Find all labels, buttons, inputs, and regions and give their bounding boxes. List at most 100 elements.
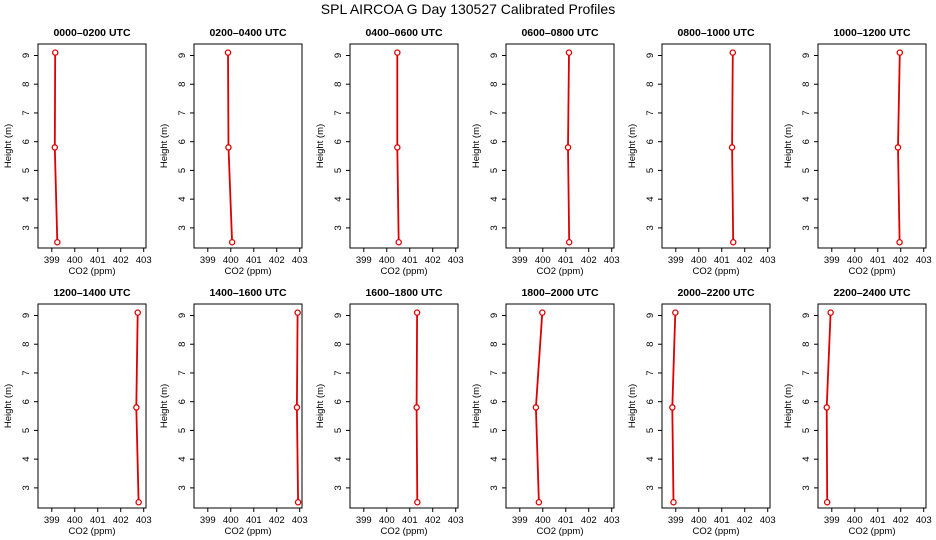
x-tick-label: 403: [448, 255, 464, 266]
y-tick-label: 8: [177, 82, 188, 87]
y-axis-label: Height (m): [3, 124, 14, 168]
x-tick-label: 402: [737, 515, 753, 526]
y-tick-label: 6: [333, 399, 344, 404]
x-tick-label: 403: [136, 255, 152, 266]
profile-point: [565, 49, 573, 56]
x-tick-label: 400: [535, 515, 551, 526]
y-tick-label: 8: [801, 342, 812, 347]
profile-point: [670, 499, 677, 506]
figure-title: SPL AIRCOA G Day 130527 Calibrated Profi…: [321, 1, 615, 17]
x-tick-label: 402: [269, 255, 285, 266]
profile-point: [51, 144, 59, 151]
x-tick-label: 401: [90, 515, 106, 526]
profile-point: [535, 499, 543, 506]
profile-panel: 1200–1400 UTC 399 400 401 402 403 3 4 5 6 7 8 9 CO2 (…: [3, 287, 152, 537]
y-tick-label: 6: [333, 139, 344, 144]
x-axis-label: CO2 (ppm): [69, 526, 116, 537]
plot-frame: [193, 43, 303, 249]
y-tick-label: 3: [801, 225, 812, 230]
profile-point: [413, 309, 421, 316]
y-tick-label: 5: [21, 428, 32, 433]
y-axis-label: Height (m): [315, 124, 326, 168]
y-tick-label: 8: [489, 82, 500, 87]
plot-frame: [505, 43, 615, 249]
x-tick-label: 401: [90, 255, 106, 266]
y-tick-label: 4: [645, 457, 656, 462]
y-tick-label: 6: [645, 139, 656, 144]
profile-panel: 0400–0600 UTC 399 400 401 402 403 3 4 5 6 7 8 9 CO2 (…: [315, 27, 464, 277]
y-tick-label: 8: [21, 82, 32, 87]
plot-frame: [661, 303, 771, 509]
x-tick-label: 402: [425, 515, 441, 526]
x-tick-label: 401: [402, 255, 418, 266]
y-tick-label: 9: [801, 53, 812, 58]
panel-title: 0200–0400 UTC: [209, 27, 286, 39]
y-tick-label: 8: [177, 342, 188, 347]
x-axis-label: CO2 (ppm): [537, 526, 584, 537]
y-tick-label: 5: [177, 168, 188, 173]
y-tick-label: 4: [177, 197, 188, 202]
profile-point: [394, 144, 401, 151]
x-tick-label: 402: [269, 515, 285, 526]
y-tick-label: 5: [21, 168, 32, 173]
panel-title: 1800–2000 UTC: [521, 287, 598, 299]
profile-point: [133, 404, 140, 411]
panel-title: 1600–1800 UTC: [365, 287, 442, 299]
x-axis-label: CO2 (ppm): [225, 266, 272, 277]
x-tick-label: 403: [760, 515, 776, 526]
profile-point: [564, 144, 572, 151]
x-tick-label: 403: [916, 255, 932, 266]
profile-point: [896, 49, 904, 56]
x-tick-label: 400: [379, 515, 395, 526]
plot-frame: [817, 303, 927, 509]
y-axis-label: Height (m): [627, 384, 638, 428]
x-tick-label: 403: [604, 255, 620, 266]
profile-point: [729, 49, 737, 56]
x-tick-label: 401: [246, 515, 262, 526]
profile-point: [669, 404, 676, 411]
x-tick-label: 399: [356, 515, 372, 526]
y-tick-label: 8: [489, 342, 500, 347]
y-axis-label: Height (m): [627, 124, 638, 168]
profile-point: [539, 309, 546, 316]
y-tick-label: 8: [645, 82, 656, 87]
profile-point: [894, 144, 902, 151]
x-tick-label: 403: [448, 515, 464, 526]
plot-frame: [349, 43, 459, 249]
y-tick-label: 7: [645, 110, 656, 115]
profile-point: [134, 309, 141, 316]
x-tick-label: 402: [581, 255, 597, 266]
y-tick-label: 7: [489, 370, 500, 375]
y-tick-label: 3: [489, 225, 500, 230]
y-tick-label: 3: [645, 485, 656, 490]
x-tick-label: 401: [246, 255, 262, 266]
x-tick-label: 401: [558, 515, 574, 526]
x-tick-label: 401: [714, 515, 730, 526]
y-tick-label: 5: [489, 168, 500, 173]
x-axis-label: CO2 (ppm): [849, 266, 896, 277]
x-tick-label: 400: [847, 515, 863, 526]
x-tick-label: 402: [893, 255, 909, 266]
x-tick-label: 403: [292, 515, 308, 526]
y-tick-label: 9: [801, 313, 812, 318]
y-tick-label: 5: [801, 168, 812, 173]
y-tick-label: 9: [21, 53, 32, 58]
panel-title: 0800–1000 UTC: [677, 27, 754, 39]
y-tick-label: 4: [489, 457, 500, 462]
y-tick-label: 5: [645, 428, 656, 433]
y-tick-label: 7: [21, 110, 32, 115]
y-tick-label: 5: [333, 168, 344, 173]
y-tick-label: 7: [333, 110, 344, 115]
y-tick-label: 4: [333, 197, 344, 202]
y-tick-label: 9: [333, 313, 344, 318]
x-tick-label: 399: [668, 255, 684, 266]
y-tick-label: 9: [645, 53, 656, 58]
y-tick-label: 4: [645, 197, 656, 202]
x-tick-label: 400: [691, 255, 707, 266]
profile-point: [729, 239, 737, 246]
y-tick-label: 9: [21, 313, 32, 318]
x-tick-label: 402: [893, 515, 909, 526]
profile-point: [414, 499, 421, 506]
x-tick-label: 400: [691, 515, 707, 526]
x-tick-label: 400: [67, 515, 83, 526]
